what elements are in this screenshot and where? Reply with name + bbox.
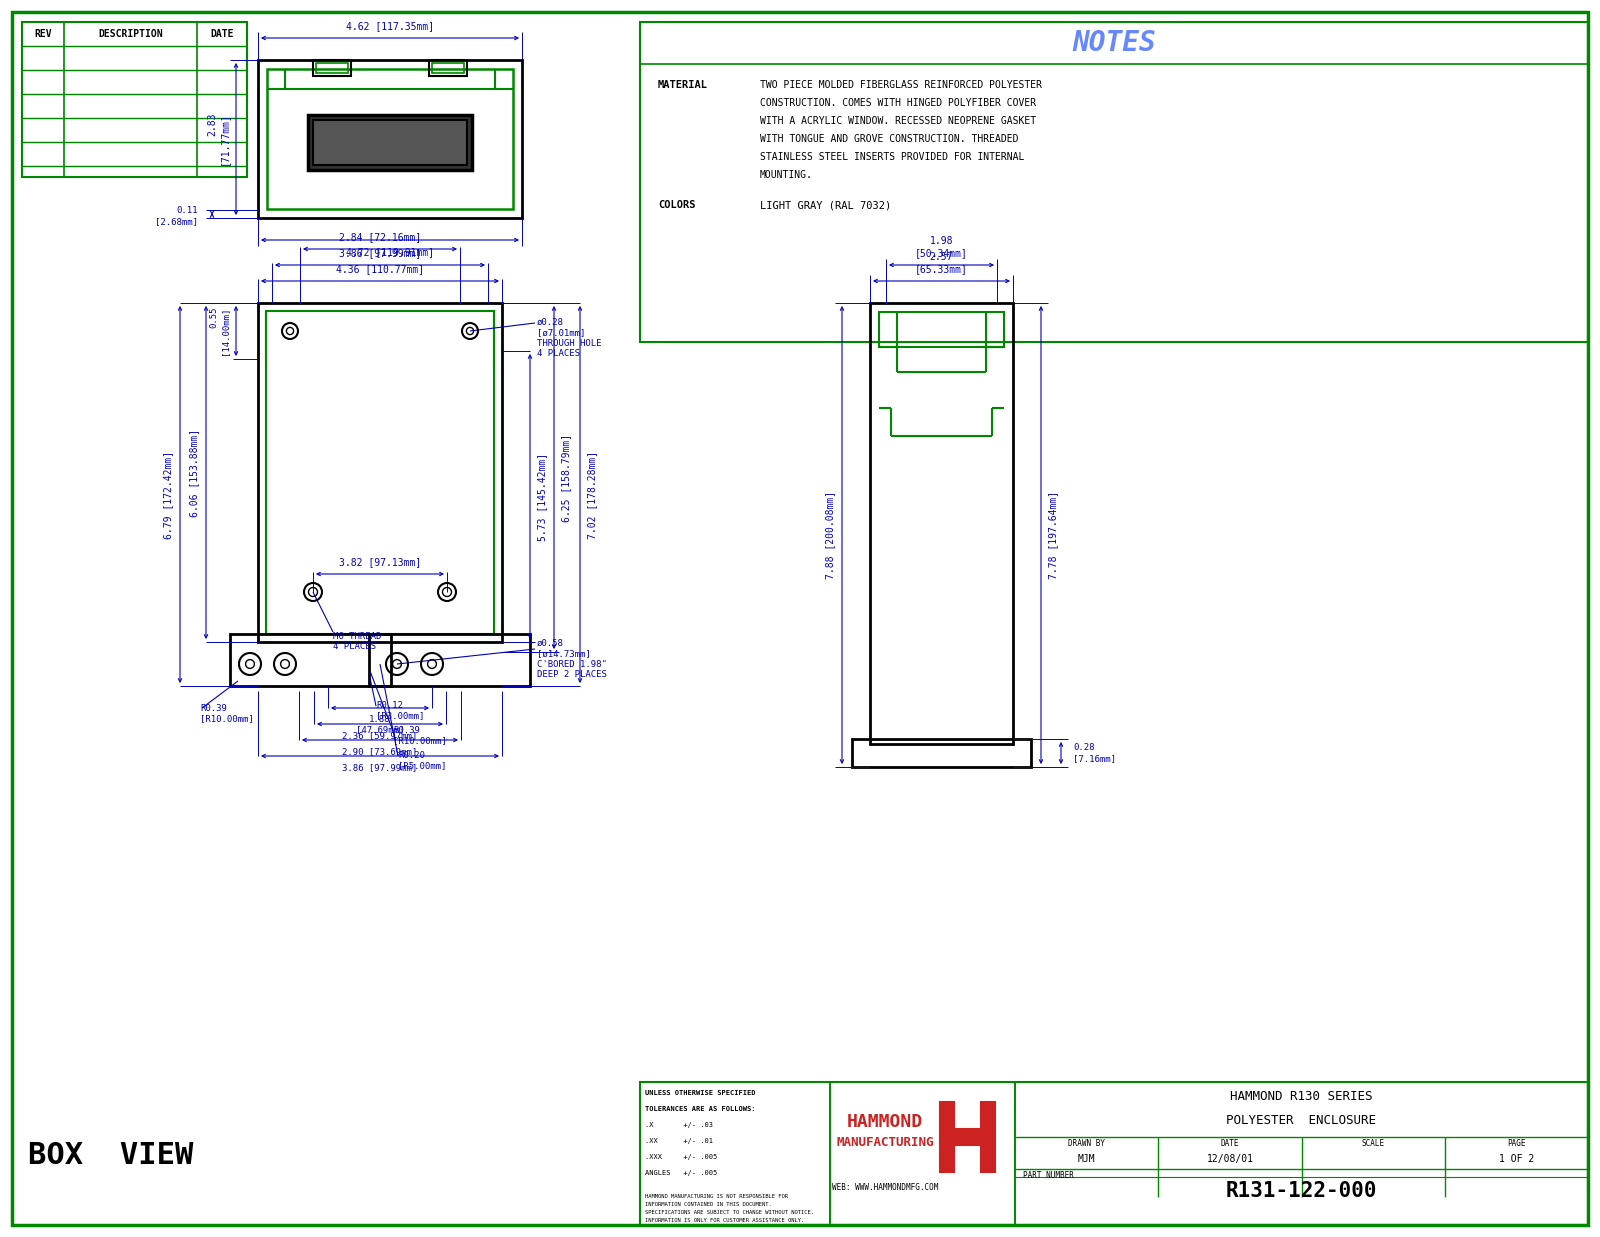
Text: 4.36 [110.77mm]: 4.36 [110.77mm] — [336, 263, 424, 275]
Bar — [314, 61, 350, 75]
Text: 0.11
[2.68mm]: 0.11 [2.68mm] — [155, 207, 198, 225]
Text: TOLERANCES ARE AS FOLLOWS:: TOLERANCES ARE AS FOLLOWS: — [645, 1106, 755, 1112]
Text: .XXX     +/- .005: .XXX +/- .005 — [645, 1154, 717, 1160]
Bar — [981, 1102, 995, 1171]
Bar — [429, 61, 467, 75]
Bar — [230, 635, 390, 687]
Text: R0.20
[R5.00mm]: R0.20 [R5.00mm] — [398, 751, 446, 771]
Text: STAINLESS STEEL INSERTS PROVIDED FOR INTERNAL: STAINLESS STEEL INSERTS PROVIDED FOR INT… — [760, 152, 1024, 162]
Text: M6 THREAD
4 PLACES: M6 THREAD 4 PLACES — [333, 632, 381, 652]
Text: TWO PIECE MOLDED FIBERGLASS REINFORCED POLYESTER: TWO PIECE MOLDED FIBERGLASS REINFORCED P… — [760, 80, 1042, 90]
Text: INFORMATION CONTAINED IN THIS DOCUMENT.: INFORMATION CONTAINED IN THIS DOCUMENT. — [645, 1202, 771, 1207]
Text: 1 OF 2: 1 OF 2 — [1499, 1154, 1534, 1164]
Text: DATE: DATE — [1221, 1139, 1238, 1148]
Bar — [851, 738, 1030, 767]
Bar — [317, 63, 349, 73]
Text: MANUFACTURING: MANUFACTURING — [837, 1136, 934, 1148]
Bar — [267, 69, 514, 209]
Bar — [640, 1082, 1587, 1225]
Text: HAMMOND: HAMMOND — [846, 1113, 923, 1131]
Text: WITH A ACRYLIC WINDOW. RECESSED NEOPRENE GASKET: WITH A ACRYLIC WINDOW. RECESSED NEOPRENE… — [760, 116, 1037, 126]
Text: 2.83
[71.77mm]: 2.83 [71.77mm] — [208, 113, 229, 166]
Text: 12/08/01: 12/08/01 — [1206, 1154, 1253, 1164]
Bar — [266, 310, 494, 635]
Text: DRAWN BY: DRAWN BY — [1069, 1139, 1106, 1148]
Text: NOTES: NOTES — [1072, 28, 1155, 57]
Text: REV: REV — [34, 28, 51, 40]
Bar — [370, 635, 530, 687]
Text: 1.98
[50.34mm]: 1.98 [50.34mm] — [915, 236, 968, 259]
Text: 6.06 [153.88mm]: 6.06 [153.88mm] — [189, 428, 198, 517]
Text: 6.25 [158.79mm]: 6.25 [158.79mm] — [562, 433, 571, 522]
Text: WITH TONGUE AND GROVE CONSTRUCTION. THREADED: WITH TONGUE AND GROVE CONSTRUCTION. THRE… — [760, 134, 1019, 143]
Text: R0.12
[R3.00mm]: R0.12 [R3.00mm] — [376, 701, 424, 720]
Text: 2.57
[65.33mm]: 2.57 [65.33mm] — [915, 252, 968, 275]
Bar — [640, 1082, 830, 1225]
Text: 7.02 [178.28mm]: 7.02 [178.28mm] — [587, 450, 597, 538]
Text: HAMMOND MANUFACTURING IS NOT RESPONSIBLE FOR: HAMMOND MANUFACTURING IS NOT RESPONSIBLE… — [645, 1194, 787, 1199]
Bar — [258, 303, 502, 642]
Text: .XX      +/- .01: .XX +/- .01 — [645, 1138, 714, 1144]
Bar — [870, 303, 1013, 743]
Text: 3.86 [97.99mm]: 3.86 [97.99mm] — [339, 247, 421, 259]
Text: INFORMATION IS ONLY FOR CUSTOMER ASSISTANCE ONLY.: INFORMATION IS ONLY FOR CUSTOMER ASSISTA… — [645, 1218, 805, 1223]
Text: MOUNTING.: MOUNTING. — [760, 169, 813, 181]
Text: MATERIAL: MATERIAL — [658, 80, 707, 90]
Text: DATE: DATE — [210, 28, 234, 40]
Bar — [941, 1102, 954, 1171]
Text: 6.79 [172.42mm]: 6.79 [172.42mm] — [163, 450, 173, 538]
Text: SPECIFICATIONS ARE SUBJECT TO CHANGE WITHOUT NOTICE.: SPECIFICATIONS ARE SUBJECT TO CHANGE WIT… — [645, 1210, 814, 1215]
Text: .X       +/- .03: .X +/- .03 — [645, 1122, 714, 1128]
Text: PART NUMBER: PART NUMBER — [1022, 1170, 1074, 1180]
Text: 2.84 [72.16mm]: 2.84 [72.16mm] — [339, 233, 421, 242]
Text: 3.86 [97.99mm]: 3.86 [97.99mm] — [342, 763, 418, 772]
Text: 0.55
[14.00mm]: 0.55 [14.00mm] — [210, 307, 229, 355]
Bar — [432, 63, 464, 73]
Text: R131-122-000: R131-122-000 — [1226, 1181, 1378, 1201]
Text: UNLESS OTHERWISE SPECIFIED: UNLESS OTHERWISE SPECIFIED — [645, 1090, 755, 1096]
Text: COLORS: COLORS — [658, 200, 696, 210]
Bar — [640, 22, 1587, 341]
Text: R0.39
[R10.00mm]: R0.39 [R10.00mm] — [394, 726, 446, 746]
Text: MJM: MJM — [1078, 1154, 1096, 1164]
Bar — [954, 1129, 981, 1145]
Text: 4.62 [117.35mm]: 4.62 [117.35mm] — [346, 21, 434, 31]
Text: BOX  VIEW: BOX VIEW — [29, 1141, 194, 1169]
Text: SCALE: SCALE — [1362, 1139, 1384, 1148]
Text: POLYESTER  ENCLOSURE: POLYESTER ENCLOSURE — [1227, 1113, 1376, 1127]
Text: HAMMOND R130 SERIES: HAMMOND R130 SERIES — [1230, 1091, 1373, 1103]
Text: 7.88 [200.08mm]: 7.88 [200.08mm] — [826, 491, 835, 579]
Text: 5.73 [145.42mm]: 5.73 [145.42mm] — [538, 453, 547, 541]
Text: DESCRIPTION: DESCRIPTION — [98, 28, 163, 40]
Text: WEB: WWW.HAMMONDMFG.COM: WEB: WWW.HAMMONDMFG.COM — [832, 1183, 938, 1191]
Text: 0.28
[7.16mm]: 0.28 [7.16mm] — [1074, 743, 1117, 763]
Text: PAGE: PAGE — [1507, 1139, 1526, 1148]
Text: 1.88
[47.69mm]: 1.88 [47.69mm] — [355, 715, 405, 735]
Text: LIGHT GRAY (RAL 7032): LIGHT GRAY (RAL 7032) — [760, 200, 891, 210]
Bar — [307, 115, 472, 169]
Text: ø0.28
[ø7.01mm]
THROUGH HOLE
4 PLACES: ø0.28 [ø7.01mm] THROUGH HOLE 4 PLACES — [538, 318, 602, 359]
Bar — [1014, 1082, 1587, 1225]
Bar — [258, 61, 522, 218]
Bar — [22, 22, 246, 177]
Text: 2.90 [73.69mm]: 2.90 [73.69mm] — [342, 747, 418, 756]
Text: 2.36 [59.97mm]: 2.36 [59.97mm] — [342, 731, 418, 740]
Text: R0.39
[R10.00mm]: R0.39 [R10.00mm] — [200, 704, 254, 724]
Text: CONSTRUCTION. COMES WITH HINGED POLYFIBER COVER: CONSTRUCTION. COMES WITH HINGED POLYFIBE… — [760, 98, 1037, 108]
Text: ANGLES   +/- .005: ANGLES +/- .005 — [645, 1170, 717, 1176]
Bar — [830, 1082, 1014, 1225]
Text: ø0.58
[ø14.73mm]
C'BORED 1.98"
DEEP 2 PLACES: ø0.58 [ø14.73mm] C'BORED 1.98" DEEP 2 PL… — [538, 640, 606, 679]
Text: 4.72 [119.91mm]: 4.72 [119.91mm] — [346, 247, 434, 257]
Text: 7.78 [197.64mm]: 7.78 [197.64mm] — [1048, 491, 1058, 579]
Bar — [314, 120, 467, 165]
Bar — [878, 312, 1005, 348]
Text: 3.82 [97.13mm]: 3.82 [97.13mm] — [339, 557, 421, 567]
